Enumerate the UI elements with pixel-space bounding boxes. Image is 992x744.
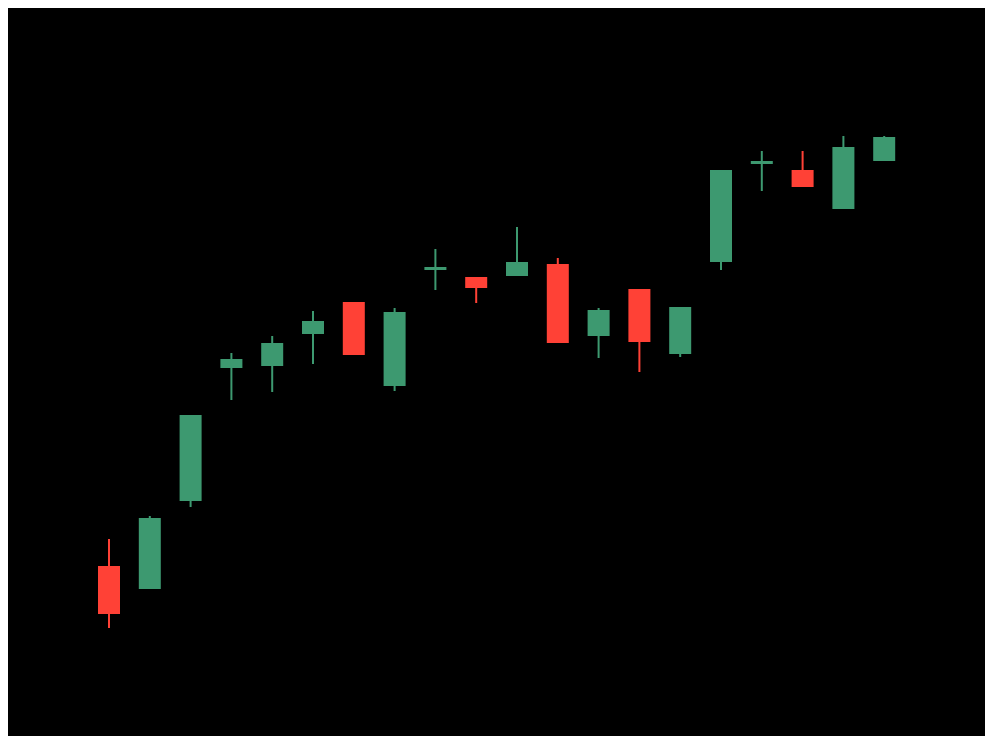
candle-body-up [750,161,773,164]
candle-body-up [873,137,896,161]
candle-body-up [587,310,610,336]
candle-body-up [302,321,324,334]
candle-body-down [628,289,651,342]
candle-body-down [791,170,814,187]
candlestick-chart [98,136,896,628]
candle-body-up [261,343,284,366]
candle-body-up [669,307,692,354]
candle-body-down [546,264,569,343]
candle-body-up [220,359,243,368]
candle-body-down [342,302,365,355]
candle-body-up [383,312,406,386]
candle-body-up [710,170,732,262]
candle-body-up [506,262,528,276]
candle-body-down [465,277,488,288]
candle-body-up [832,147,855,209]
candle-body-down [98,566,120,614]
candles-group [98,136,896,628]
chart-area [8,8,985,736]
candle-body-up [424,267,447,270]
candle-body-up [138,518,161,589]
candle-body-up [179,415,202,501]
